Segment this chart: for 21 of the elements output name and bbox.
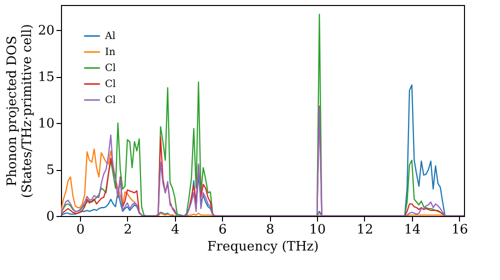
- y-tick-label: 15: [38, 70, 54, 86]
- x-tick-label: 14: [404, 222, 421, 238]
- y-tick-label: 10: [38, 116, 54, 132]
- y-tick-label: 0: [46, 210, 54, 224]
- legend-label: Al: [104, 31, 116, 42]
- y-tick-label: 20: [38, 24, 54, 39]
- legend-label: Cl: [105, 79, 116, 90]
- x-tick-label: 12: [356, 222, 374, 238]
- x-tick-label: 6: [218, 222, 227, 238]
- x-tick-label: 16: [451, 222, 468, 238]
- legend-label: Cl: [105, 95, 116, 106]
- legend-label: Cl: [105, 63, 116, 74]
- y-tick-label: 5: [46, 163, 54, 178]
- x-tick-label: 2: [124, 222, 132, 238]
- x-tick-label: 10: [309, 222, 326, 238]
- legend-label: In: [105, 47, 116, 58]
- y-axis-title: Phonon projected DOS (States/THz·primitive cell): [4, 24, 35, 198]
- x-tick-label: 8: [266, 222, 274, 238]
- x-tick-label: 0: [76, 222, 85, 238]
- x-tick-label: 4: [171, 222, 180, 238]
- x-axis-title: Frequency (THz): [207, 240, 319, 254]
